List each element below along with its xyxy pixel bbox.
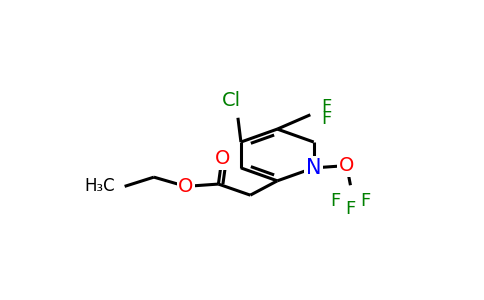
Text: O: O [214,149,230,168]
Text: F: F [330,192,341,210]
Text: F: F [345,200,356,218]
Text: O: O [339,156,354,175]
Text: F: F [360,192,371,210]
Text: F: F [321,98,332,116]
Text: N: N [306,158,321,178]
Text: O: O [178,177,194,196]
Text: Cl: Cl [222,92,241,110]
Text: F: F [321,110,332,128]
Text: H₃C: H₃C [85,177,115,195]
